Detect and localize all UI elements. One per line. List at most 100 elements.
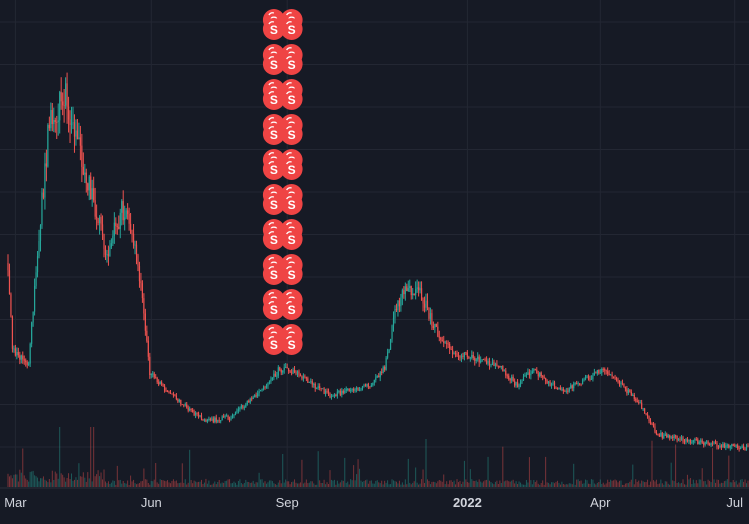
sell-marker[interactable]: S [280,228,303,250]
volume-bar [63,477,65,487]
sell-marker[interactable]: S [262,123,285,145]
candle-body [159,381,161,385]
volume-bar [630,479,632,487]
candle-body [516,382,519,388]
trade-markers[interactable]: SSSSSSSSSSSSSSSSSSSSSSSSSSSSSSSSSSSSSSSS [262,9,303,355]
sell-marker[interactable]: S [280,123,303,145]
sell-marker-arrow-icon [286,91,292,95]
candle-body [639,402,641,404]
sell-marker[interactable]: S [280,333,303,355]
volume-bar [432,481,434,487]
volume-bar [322,483,324,487]
candle-body [540,372,542,377]
volume-bar [221,482,223,487]
volume-bar [203,482,205,487]
sell-marker[interactable]: S [262,53,285,75]
volume-bar [366,479,368,487]
sell-marker[interactable]: S [262,333,285,355]
candle-body [416,287,418,290]
candle-body [115,222,117,227]
candlesticks[interactable] [7,72,749,452]
sell-marker[interactable]: S [262,263,285,285]
volume-bar [192,483,194,487]
sell-marker[interactable]: S [280,158,303,180]
volume-bar [22,448,24,487]
sell-marker[interactable]: S [280,193,303,215]
volume-bar [16,474,18,487]
volume-bar [57,478,59,487]
sell-marker[interactable]: S [262,298,285,320]
volume-bar [252,480,254,487]
candle-body [738,448,740,449]
candle-body [607,371,609,374]
sell-marker[interactable]: S [262,228,285,250]
volume-bar [353,465,355,487]
volume-bar [561,481,563,487]
volume-bar [500,483,502,487]
volume-bar [177,483,179,487]
sell-marker[interactable]: S [262,18,285,40]
candle-body [88,176,90,191]
volume-bar [190,480,192,487]
candle-body [444,342,446,344]
volume-bar [59,427,61,487]
sell-marker-circle [262,263,285,285]
candle-body [194,413,197,416]
candle-body [41,192,43,226]
sell-marker[interactable]: S [280,88,303,110]
volume-bar [527,482,529,487]
candle-body [400,297,402,307]
candle-body [698,441,700,444]
candle-body [638,402,640,404]
sell-marker-label: S [288,58,296,72]
sell-marker-arrow-icon [286,222,292,226]
volume-bar [679,483,681,487]
volume-bar [620,480,622,487]
volume-bar [200,479,202,487]
volume-bar [45,480,47,487]
sell-marker-circle [262,53,285,75]
sell-marker[interactable]: S [262,158,285,180]
volume-bar [388,484,390,487]
candle-body [44,163,46,198]
candle-body [579,383,581,385]
candle-body [277,367,279,376]
candle-body [118,226,120,229]
candle-body [72,122,74,123]
volume-bar [270,480,272,487]
sell-marker[interactable]: S [280,263,303,285]
sell-marker[interactable]: S [280,18,303,40]
time-axis[interactable]: Mar Jun Sep 2022 Apr Jul [0,487,749,510]
volume-bar [109,484,111,487]
volume-bar [738,482,740,487]
volume-bar [128,485,130,487]
candle-body [462,355,464,357]
volume-bar [632,464,634,487]
candle-body [119,212,121,229]
volume-bar [32,470,34,487]
candle-body [500,366,502,367]
candle-body [611,374,613,377]
volume-bar [682,479,684,487]
sell-marker-arrow-icon [286,56,292,60]
volume-bar [590,479,592,487]
sell-marker[interactable]: S [280,298,303,320]
candle-body [387,352,389,358]
volume-bar [297,483,298,487]
volume-bar [31,471,33,487]
candle-body [586,376,588,378]
sell-marker[interactable]: S [280,53,303,75]
candle-body [13,348,15,350]
candle-body [406,286,408,291]
volume-bar [335,484,337,487]
volume-bar [23,475,25,487]
candle-body [605,370,607,372]
sell-marker[interactable]: S [262,88,285,110]
candle-body [87,183,89,191]
candle-body [376,376,378,378]
sell-marker[interactable]: S [262,193,285,215]
volume-bar [613,480,615,487]
volume-bar [184,479,186,487]
